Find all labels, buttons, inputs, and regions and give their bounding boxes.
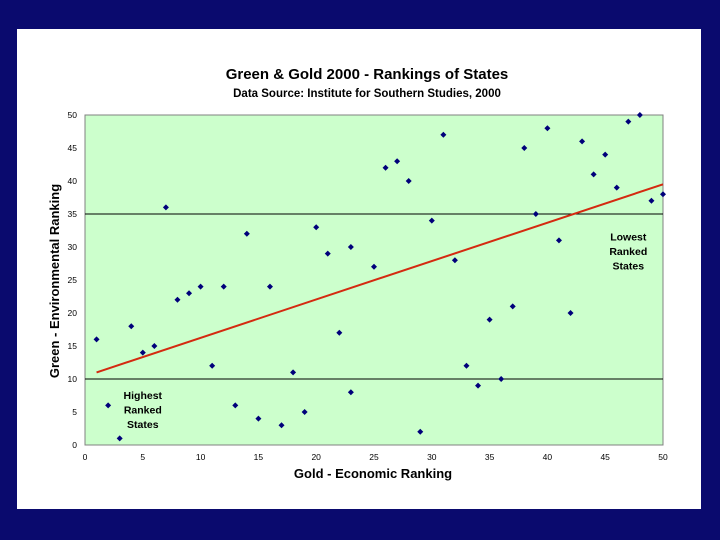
data-point	[428, 217, 435, 224]
data-point	[371, 263, 377, 270]
data-point	[636, 112, 643, 118]
data-point	[162, 204, 169, 211]
data-point	[105, 402, 112, 409]
x-tick-label: 50	[658, 452, 668, 462]
data-point	[324, 250, 331, 257]
data-point	[451, 257, 458, 264]
y-tick-label: 20	[68, 308, 78, 318]
x-tick-label: 10	[196, 452, 206, 462]
data-point	[347, 244, 354, 250]
data-point	[278, 422, 285, 429]
data-point	[579, 138, 586, 145]
data-point	[301, 409, 308, 415]
data-point	[139, 349, 146, 356]
x-tick-label: 20	[311, 452, 321, 462]
y-tick-label: 0	[72, 440, 77, 450]
data-point	[417, 428, 424, 435]
data-point	[93, 336, 100, 343]
x-tick-label: 25	[369, 452, 379, 462]
x-tick-label: 5	[140, 452, 145, 462]
data-point	[243, 230, 250, 237]
data-point	[544, 125, 551, 132]
x-tick-label: 30	[427, 452, 437, 462]
y-axis-label: Green - Environmental Ranking	[47, 184, 62, 378]
y-tick-label: 35	[68, 209, 78, 219]
data-point	[313, 224, 320, 231]
data-point	[197, 283, 204, 290]
x-tick-label: 0	[83, 452, 88, 462]
data-point	[648, 197, 655, 204]
data-point	[405, 178, 412, 184]
data-point	[186, 290, 193, 297]
data-point	[602, 151, 609, 158]
slide: Green & Gold 2000 - Rankings of States D…	[17, 29, 701, 509]
y-tick-label: 50	[68, 110, 78, 120]
y-tick-label: 45	[68, 143, 78, 153]
x-tick-label: 15	[254, 452, 264, 462]
data-point	[613, 184, 620, 191]
data-point	[382, 164, 389, 171]
data-point	[347, 389, 354, 396]
data-point	[440, 131, 447, 138]
data-point	[521, 145, 528, 151]
data-point	[209, 362, 216, 369]
x-tick-label: 35	[485, 452, 495, 462]
data-point	[174, 296, 181, 303]
data-point	[660, 191, 666, 198]
data-point	[475, 382, 482, 389]
annotation: Lowest Ranked States	[609, 231, 647, 272]
data-point	[290, 369, 297, 376]
chart-title: Green & Gold 2000 - Rankings of States	[226, 66, 509, 83]
x-tick-label: 45	[600, 452, 610, 462]
y-tick-label: 15	[68, 341, 78, 351]
data-point	[486, 316, 493, 323]
data-point	[232, 402, 239, 409]
data-point	[220, 283, 227, 290]
data-point	[128, 323, 135, 330]
y-tick-label: 5	[72, 407, 77, 417]
data-point	[590, 171, 597, 178]
x-axis-label: Gold - Economic Ranking	[294, 466, 452, 481]
data-point	[463, 362, 470, 369]
data-point	[151, 343, 158, 349]
data-point	[336, 329, 343, 336]
y-tick-label: 30	[68, 242, 78, 252]
data-point	[266, 283, 273, 290]
annotation: Highest Ranked States	[124, 390, 163, 431]
data-point	[555, 237, 562, 244]
data-point	[394, 158, 401, 165]
y-tick-label: 25	[68, 275, 78, 285]
data-point	[116, 435, 123, 442]
y-tick-label: 40	[68, 176, 78, 186]
scatter-chart: Green & Gold 2000 - Rankings of States D…	[47, 66, 668, 481]
y-tick-label: 10	[68, 374, 78, 384]
trendline	[96, 183, 664, 374]
data-point	[255, 415, 262, 422]
data-point	[532, 211, 539, 217]
x-tick-label: 40	[543, 452, 553, 462]
data-point	[625, 118, 632, 125]
data-point	[498, 376, 505, 382]
data-point	[567, 310, 574, 316]
data-point	[509, 303, 516, 310]
chart-subtitle: Data Source: Institute for Southern Stud…	[233, 88, 501, 100]
